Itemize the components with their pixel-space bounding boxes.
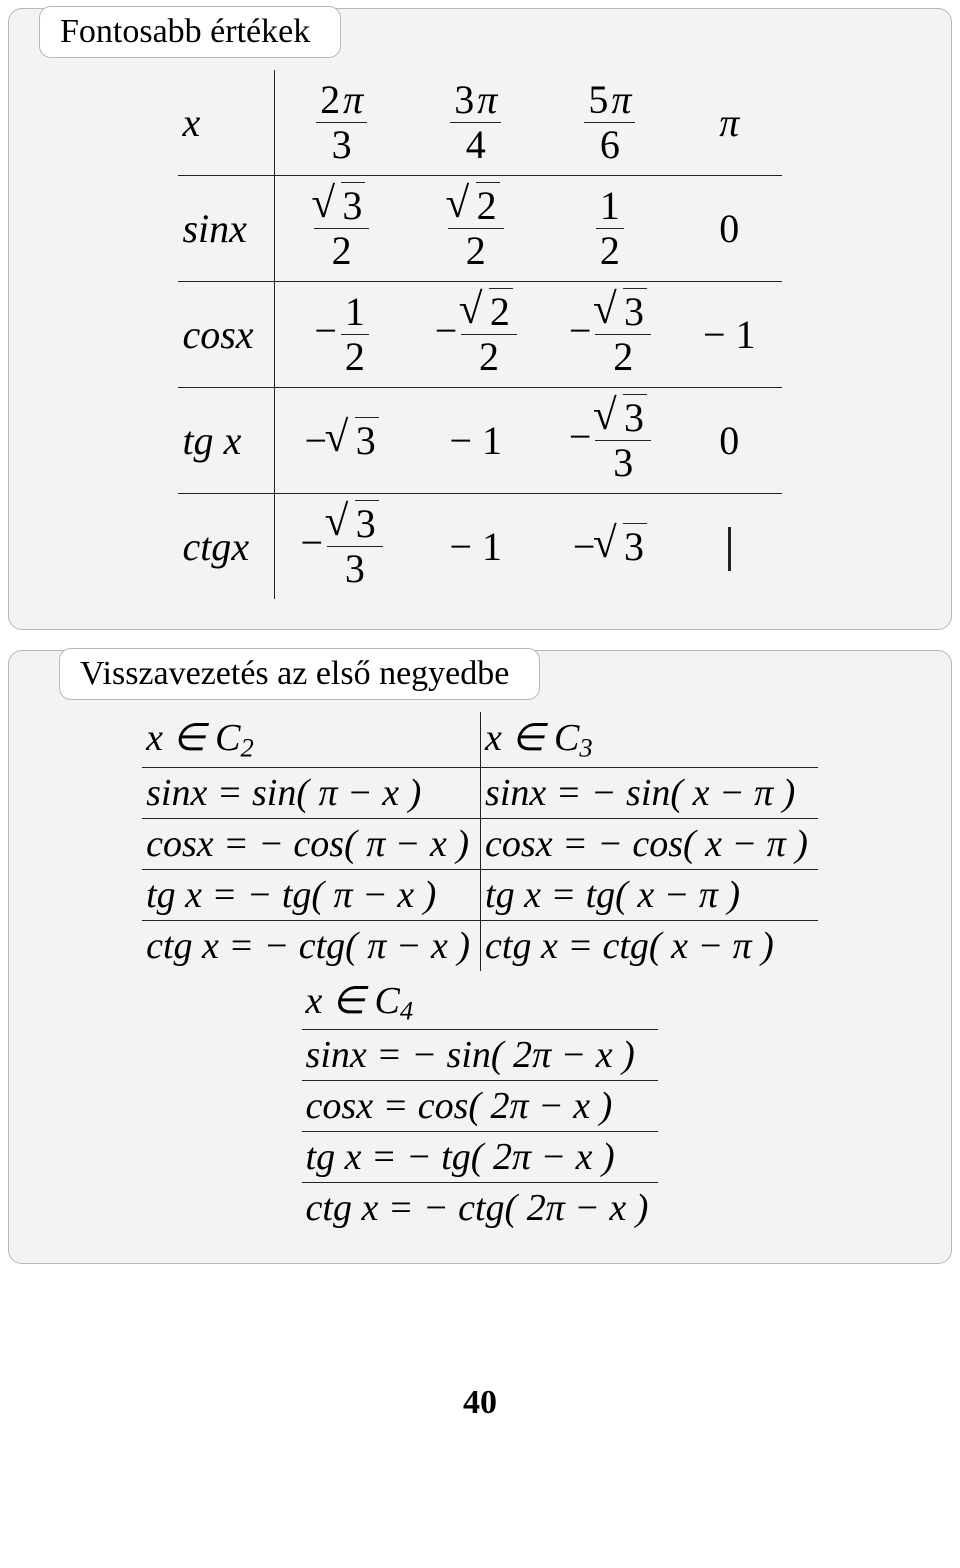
page-number: 40 bbox=[8, 1384, 952, 1422]
c3-tg: tg x = tg( x − π ) bbox=[481, 869, 818, 920]
values-header-row: x 2π3 3π4 5π6 π bbox=[178, 70, 781, 176]
values-row-sin: sinx 32 22 12 0 bbox=[178, 176, 781, 282]
c4-ctg: ctg x = − ctg( 2π − x ) bbox=[302, 1183, 659, 1234]
c2-tg: tg x = − tg( π − x ) bbox=[142, 869, 480, 920]
values-row-cos: cosx −12 −22 −32 − 1 bbox=[178, 282, 781, 388]
values-row-tg: tg x −3 − 1 −33 0 bbox=[178, 388, 781, 494]
c3-cos: cosx = − cos( x − π ) bbox=[481, 818, 818, 869]
undefined-symbol bbox=[728, 527, 731, 571]
values-card-title: Fontosabb értékek bbox=[39, 6, 341, 58]
c4-tg: tg x = − tg( 2π − x ) bbox=[302, 1132, 659, 1183]
quadrant-table-c2-c3: x ∈ C2 x ∈ C3 sinx = sin( π − x ) sinx =… bbox=[142, 712, 818, 971]
c2-cos: cosx = − cos( π − x ) bbox=[142, 818, 480, 869]
c2-sin: sinx = sin( π − x ) bbox=[142, 767, 480, 818]
values-card: Fontosabb értékek x 2π3 3π4 5π6 π sinx 3… bbox=[8, 8, 952, 630]
values-row-ctg: ctgx −33 − 1 −3 bbox=[178, 494, 781, 600]
values-table: x 2π3 3π4 5π6 π sinx 32 22 12 0 cosx −12… bbox=[178, 70, 781, 599]
reduction-card: Visszavezetés az első negyedbe x ∈ C2 x … bbox=[8, 650, 952, 1264]
c3-sin: sinx = − sin( x − π ) bbox=[481, 767, 818, 818]
c4-header: x ∈ C4 bbox=[302, 975, 659, 1030]
reduction-card-title: Visszavezetés az első negyedbe bbox=[59, 648, 540, 700]
c4-sin: sinx = − sin( 2π − x ) bbox=[302, 1030, 659, 1081]
c4-cos: cosx = cos( 2π − x ) bbox=[302, 1081, 659, 1132]
c3-header: x ∈ C3 bbox=[481, 712, 818, 767]
c2-header: x ∈ C2 bbox=[142, 712, 480, 767]
c2-ctg: ctg x = − ctg( π − x ) bbox=[142, 920, 480, 971]
c3-ctg: ctg x = ctg( x − π ) bbox=[481, 920, 818, 971]
quadrant-table-c4: x ∈ C4 sinx = − sin( 2π − x ) cosx = cos… bbox=[302, 975, 659, 1234]
